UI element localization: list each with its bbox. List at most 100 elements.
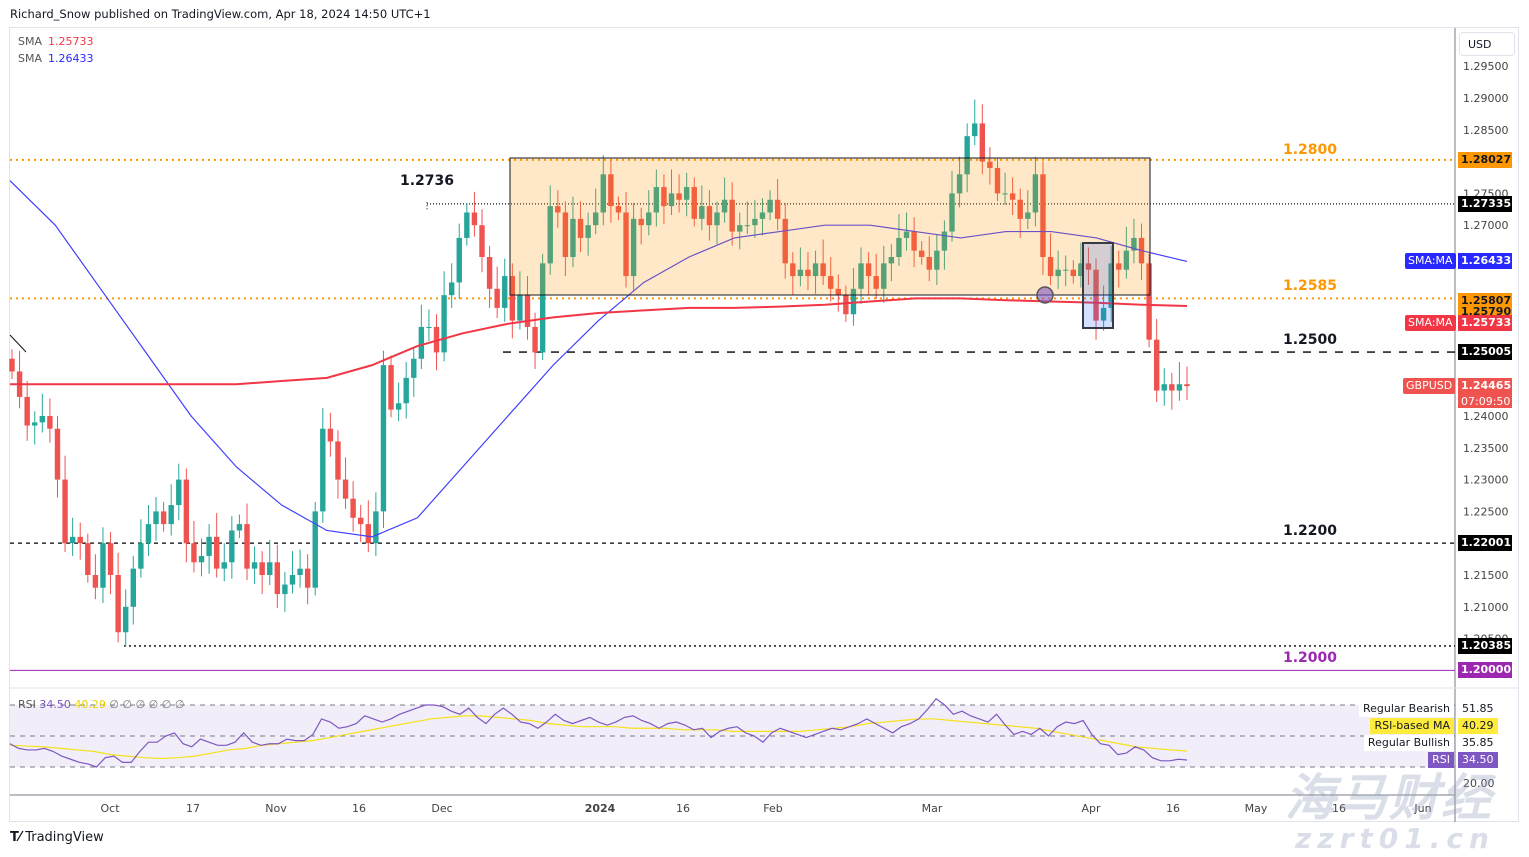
candle-body: [630, 218, 637, 277]
candle: [820, 239, 826, 285]
time-tick: Mar: [922, 802, 943, 815]
candle-body: [790, 263, 796, 277]
candle: [1161, 368, 1167, 406]
candle-body: [267, 562, 273, 575]
candle-body: [123, 606, 129, 633]
candle: [1002, 172, 1008, 205]
candle: [1123, 226, 1130, 279]
time-tick: Dec: [431, 802, 452, 815]
price-tag: 1.25005: [1458, 344, 1512, 361]
candle-body: [691, 187, 697, 219]
candle-body: [555, 206, 561, 213]
candle-body: [737, 225, 743, 232]
price-tag: 1.20000: [1458, 662, 1512, 679]
candle: [676, 174, 682, 213]
price-tag: 1.26433: [1458, 253, 1512, 270]
legend-sma-value: 1.25733: [48, 35, 94, 48]
candle: [1025, 190, 1031, 230]
candle: [608, 160, 614, 223]
candle-body: [198, 555, 205, 563]
candle: [570, 196, 576, 268]
candle-body: [39, 416, 46, 423]
candle: [782, 202, 788, 279]
candle-body: [350, 498, 356, 518]
currency-button[interactable]: USD: [1459, 32, 1515, 56]
candle-body: [759, 212, 766, 219]
candle: [623, 191, 629, 288]
candle: [911, 217, 917, 268]
time-tick: May: [1245, 802, 1268, 815]
candle: [153, 497, 159, 541]
candle-body: [615, 206, 622, 213]
candle-body: [130, 568, 136, 607]
series-label: GBPUSD: [1403, 378, 1456, 395]
candle: [517, 271, 523, 330]
candle: [236, 514, 243, 539]
candle-body: [646, 212, 652, 226]
price-tag: 1.28027: [1458, 151, 1512, 168]
candle-body: [373, 511, 379, 544]
candle: [774, 179, 781, 231]
candle-body: [1161, 384, 1167, 391]
candle-body: [502, 276, 508, 308]
candle-body: [153, 511, 159, 525]
candle-body: [479, 225, 485, 257]
candle-body: [805, 269, 811, 277]
price-tick: 1.21000: [1463, 601, 1509, 614]
candle: [615, 196, 622, 221]
candle-body: [32, 422, 38, 426]
candle: [464, 202, 470, 246]
rsi-line: [9, 697, 1188, 768]
candle-body: [593, 212, 599, 226]
candle-body: [1116, 263, 1122, 270]
candle-body: [539, 263, 546, 353]
time-tick: 16: [352, 802, 366, 815]
legend-sma-fast[interactable]: SMA 1.26433: [18, 52, 94, 65]
candle: [752, 199, 758, 238]
candle: [828, 257, 834, 302]
time-tick: 17: [186, 802, 200, 815]
level-label: 1.2000: [1283, 650, 1338, 667]
candle: [282, 571, 288, 612]
candle: [358, 505, 364, 542]
candle: [9, 349, 15, 380]
candle: [39, 393, 46, 433]
candle: [926, 236, 932, 282]
candle: [191, 520, 197, 573]
price-tag: 1.22001: [1458, 535, 1512, 552]
rsi-legend[interactable]: RSI 34.50 40.29 ∅ ∅ ∅ ∅ ∅ ∅: [18, 698, 184, 711]
candle-body: [1108, 263, 1114, 308]
candle: [1070, 260, 1076, 284]
candle-body: [24, 396, 30, 426]
candle-body: [320, 428, 326, 512]
candle-body: [1169, 384, 1175, 391]
candle-body: [335, 441, 341, 480]
candle: [54, 416, 61, 498]
candle-body: [183, 479, 190, 544]
candle-body: [115, 575, 121, 633]
price-tick: 1.22500: [1463, 505, 1509, 518]
legend-sma-slow[interactable]: SMA 1.25733: [18, 35, 94, 48]
candle: [85, 533, 91, 583]
candle: [1100, 285, 1107, 331]
candle: [24, 381, 30, 441]
candle: [956, 156, 963, 208]
candle-body: [699, 206, 705, 219]
candle: [972, 99, 978, 146]
legend-sma-label: SMA: [18, 35, 42, 48]
candle: [244, 503, 250, 581]
candle: [92, 554, 99, 600]
candle: [130, 555, 136, 625]
rsi-value-tag: 40.29: [1458, 718, 1498, 734]
candle: [888, 244, 895, 282]
candle: [721, 177, 728, 223]
time-tick: 16: [676, 802, 690, 815]
tradingview-logo[interactable]: T⁄ TradingView: [10, 830, 104, 845]
candle: [744, 201, 751, 235]
candle-body: [77, 536, 83, 544]
candle-body: [600, 174, 606, 213]
candle: [274, 544, 281, 609]
candle: [577, 201, 584, 252]
